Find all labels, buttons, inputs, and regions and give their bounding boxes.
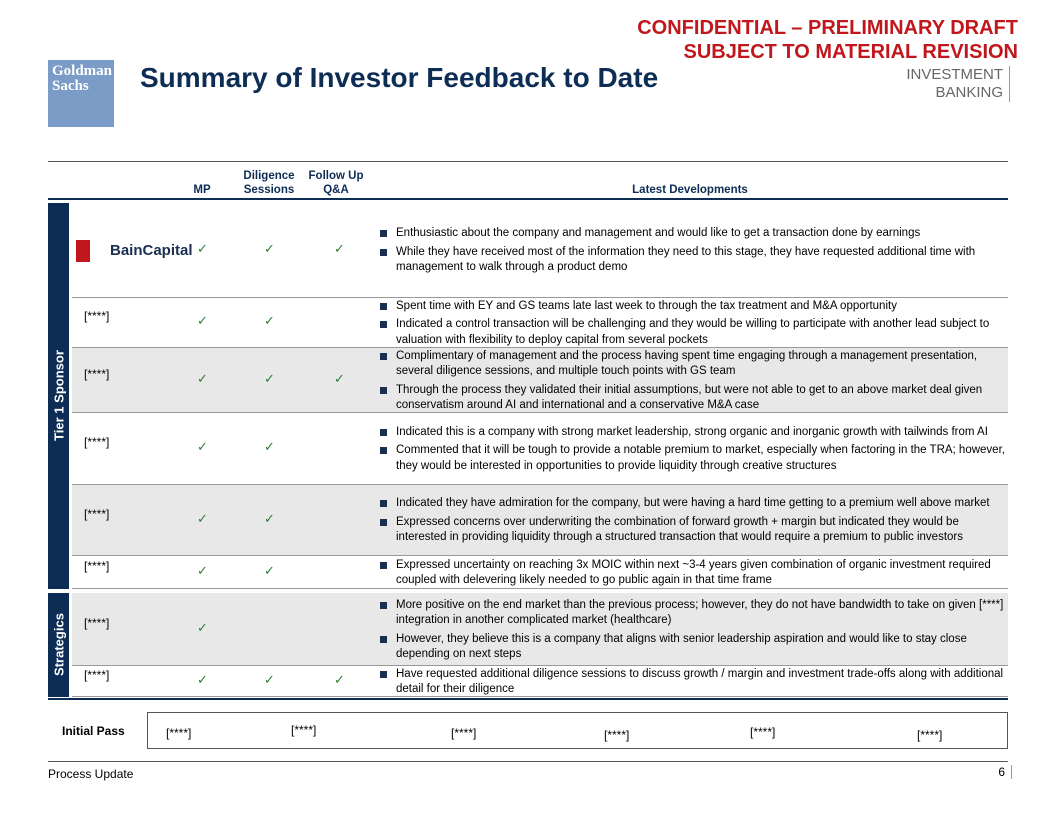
col-header: Diligence Sessions xyxy=(243,170,295,196)
division-text: BANKING xyxy=(935,84,1003,101)
col-header: Follow Up Q&A xyxy=(308,170,364,196)
initial-pass-name: [****] xyxy=(451,726,477,740)
developments: Complimentary of management and the proc… xyxy=(376,349,1006,417)
check: ✓ xyxy=(334,370,345,386)
group-label: Tier 1 Sponsor xyxy=(51,350,66,441)
rule xyxy=(48,161,1008,162)
check: ✓ xyxy=(264,439,275,454)
bullet: Complimentary of management and the proc… xyxy=(376,349,1006,380)
bullet: While they have received most of the inf… xyxy=(376,245,1006,276)
developments: Spent time with EY and GS teams late las… xyxy=(376,299,1006,352)
check: ✓ xyxy=(264,370,275,386)
investor-name: [****] xyxy=(84,667,110,682)
developments: Indicated this is a company with strong … xyxy=(376,425,1006,478)
division: INVESTMENT BANKING xyxy=(906,66,1010,102)
revision-line: SUBJECT TO MATERIAL REVISION xyxy=(683,41,1018,63)
check: ✓ xyxy=(197,562,208,578)
row-bg xyxy=(72,298,1008,348)
check: ✓ xyxy=(264,562,275,578)
investor-name: [****] xyxy=(84,615,110,630)
check: ✓ xyxy=(334,240,345,256)
col-header: MP xyxy=(193,184,211,196)
col-header: Latest Developments xyxy=(632,184,748,196)
check: ✓ xyxy=(197,619,208,635)
logo-text: Sachs xyxy=(52,78,89,94)
page-number: 6 xyxy=(998,765,1012,779)
logo-text: Goldman xyxy=(52,63,113,79)
bullet: Have requested additional diligence sess… xyxy=(376,667,1006,698)
row-bg xyxy=(72,666,1008,697)
row-bg xyxy=(72,593,1008,666)
initial-pass-label: Initial Pass xyxy=(62,724,125,738)
investor-name: [****] xyxy=(84,558,110,573)
row-bg xyxy=(72,348,1008,413)
check: ✓ xyxy=(334,671,345,687)
title: Summary of Investor Feedback to Date xyxy=(140,62,659,93)
division-text: INVESTMENT xyxy=(906,66,1003,83)
investor-name: [****] xyxy=(84,366,110,381)
rule xyxy=(48,761,1008,762)
investor-name: [****] xyxy=(84,506,110,521)
bullet: More positive on the end market than the… xyxy=(376,598,1006,629)
bullet: Expressed uncertainty on reaching 3x MOI… xyxy=(376,558,1006,589)
bullet: Indicated they have admiration for the c… xyxy=(376,496,1006,512)
group-band xyxy=(48,203,69,589)
initial-pass-name: [****] xyxy=(166,726,192,740)
group-label: Strategics xyxy=(51,613,66,676)
bullet: Spent time with EY and GS teams late las… xyxy=(376,299,1006,315)
investor-logo: BainCapital xyxy=(76,239,193,262)
rule xyxy=(48,198,1008,200)
check: ✓ xyxy=(197,240,208,256)
developments: More positive on the end market than the… xyxy=(376,598,1006,666)
bullet: However, they believe this is a company … xyxy=(376,632,1006,663)
bullet: Indicated a control transaction will be … xyxy=(376,317,1006,348)
bullet: Enthusiastic about the company and manag… xyxy=(376,226,1006,242)
logo: Goldman Sachs xyxy=(48,60,114,127)
check: ✓ xyxy=(197,510,208,526)
bullet: Expressed concerns over underwriting the… xyxy=(376,515,1006,546)
check: ✓ xyxy=(197,370,208,386)
initial-pass-name: [****] xyxy=(750,725,776,739)
group-band xyxy=(48,593,69,697)
bullet: Through the process they validated their… xyxy=(376,383,1006,414)
bullet: Indicated this is a company with strong … xyxy=(376,425,1006,441)
bullet: Commented that it will be tough to provi… xyxy=(376,443,1006,474)
row-bg xyxy=(72,203,1008,298)
initial-pass-name: [****] xyxy=(917,728,943,742)
initial-pass-name: [****] xyxy=(291,723,317,737)
confidential: CONFIDENTIAL – PRELIMINARY DRAFT SUBJECT … xyxy=(637,16,1018,64)
check: ✓ xyxy=(264,313,275,328)
investor-name: [****] xyxy=(84,309,110,323)
check: ✓ xyxy=(264,240,275,256)
row-bg xyxy=(72,556,1008,589)
check: ✓ xyxy=(197,439,208,454)
developments: Expressed uncertainty on reaching 3x MOI… xyxy=(376,558,1006,592)
row-bg xyxy=(72,413,1008,485)
developments: Indicated they have admiration for the c… xyxy=(376,496,1006,549)
developments: Enthusiastic about the company and manag… xyxy=(376,226,1006,279)
check: ✓ xyxy=(264,671,275,687)
initial-pass-box xyxy=(147,712,1008,749)
row-bg xyxy=(72,485,1008,556)
rule xyxy=(48,698,1008,700)
developments: Have requested additional diligence sess… xyxy=(376,667,1006,701)
investor-name: [****] xyxy=(84,435,110,449)
check: ✓ xyxy=(197,313,208,328)
check: ✓ xyxy=(197,671,208,687)
confidential-line: CONFIDENTIAL – PRELIMINARY DRAFT xyxy=(637,17,1018,39)
footer-section: Process Update xyxy=(48,767,134,781)
initial-pass-name: [****] xyxy=(604,728,630,742)
check: ✓ xyxy=(264,510,275,526)
